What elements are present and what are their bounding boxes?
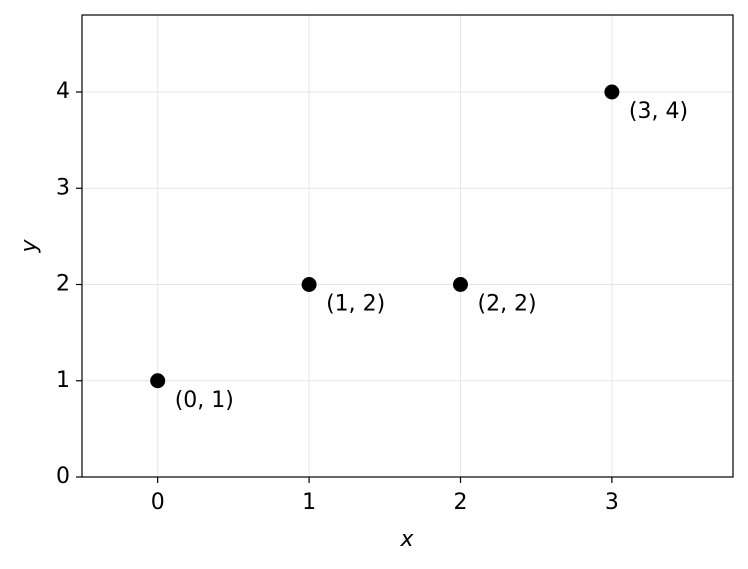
point-annotation: (3, 4) (629, 99, 688, 124)
point (604, 84, 620, 100)
x-tick-label: 1 (302, 490, 316, 515)
x-tick-label: 3 (605, 490, 619, 515)
y-tick-label: 0 (56, 464, 70, 489)
x-tick-label: 0 (151, 490, 165, 515)
point (150, 373, 166, 389)
y-tick-label: 3 (56, 175, 70, 200)
x-tick-label: 2 (453, 490, 467, 515)
y-tick-label: 4 (56, 79, 70, 104)
y-tick-label: 1 (56, 368, 70, 393)
y-axis-label: y (17, 239, 42, 254)
y-tick-label: 2 (56, 272, 70, 297)
x-axis-label: x (399, 527, 414, 552)
point-annotation: (1, 2) (326, 292, 385, 317)
plot-frame (81, 14, 734, 478)
point-annotation: (2, 2) (477, 292, 536, 317)
point (452, 277, 468, 292)
point (301, 277, 317, 292)
point-annotation: (0, 1) (175, 388, 234, 413)
